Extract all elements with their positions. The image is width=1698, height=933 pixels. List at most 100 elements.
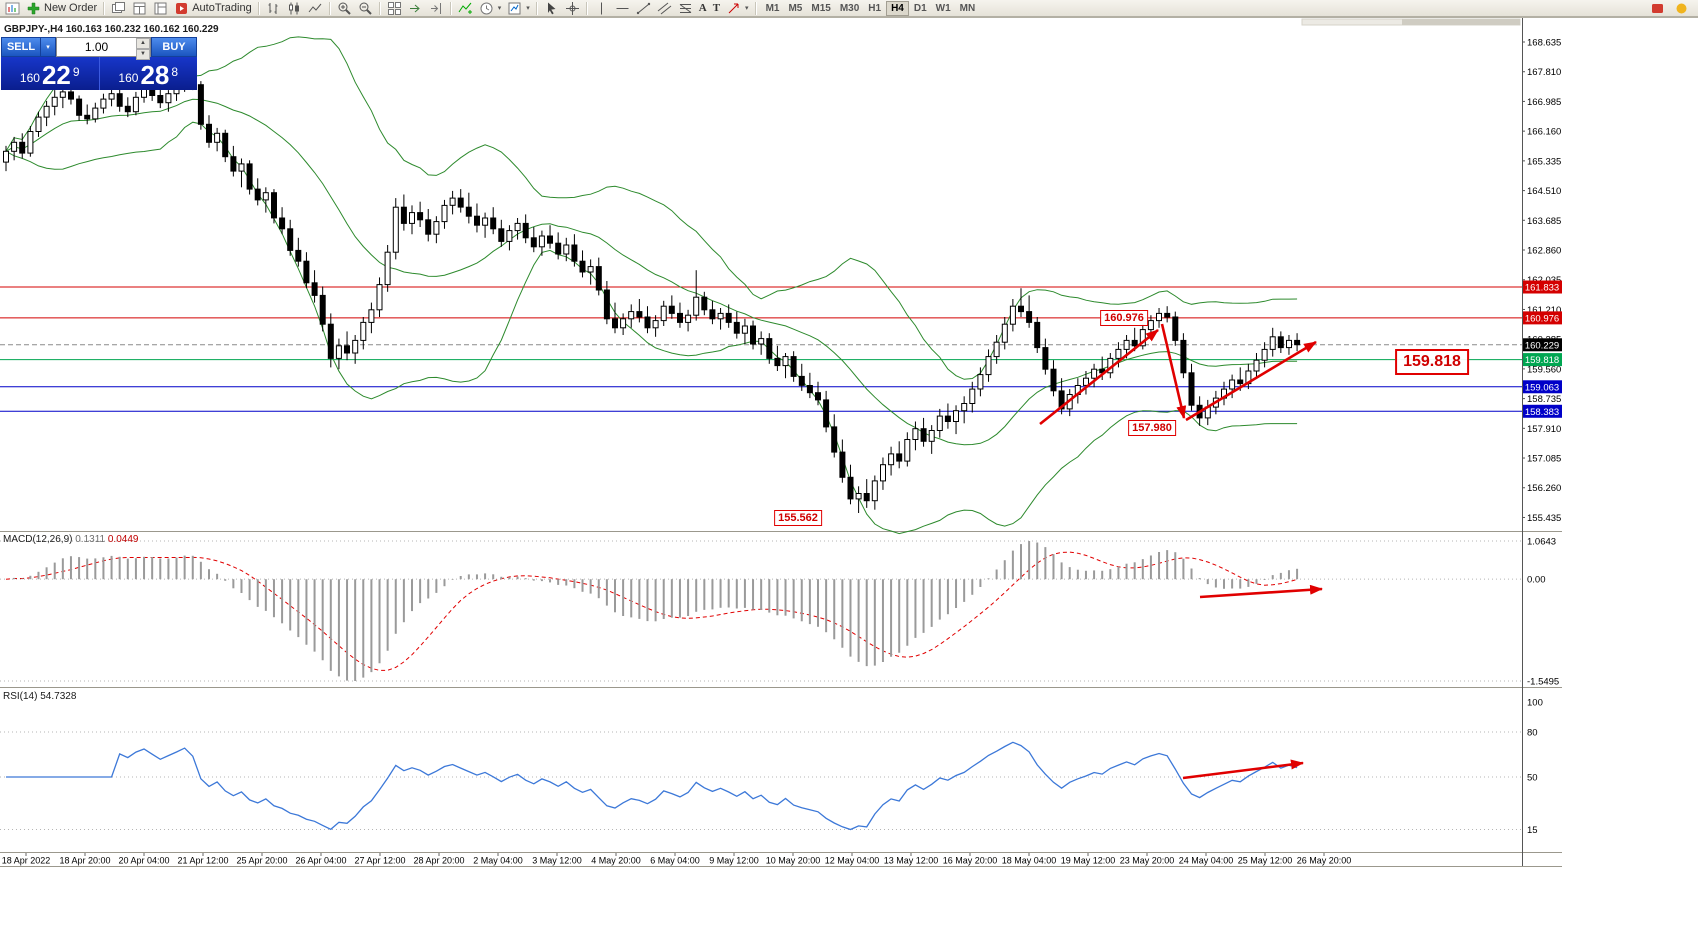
candle: [628, 311, 635, 320]
text-icon[interactable]: A: [698, 2, 707, 14]
timeframe-w1[interactable]: W1: [935, 2, 951, 14]
timeframe-m30[interactable]: M30: [839, 2, 860, 14]
order-options-caret[interactable]: ▾: [41, 37, 56, 57]
timeframe-m1[interactable]: M1: [765, 2, 780, 14]
tile-windows-icon[interactable]: [384, 1, 405, 16]
sell-price-button[interactable]: 160 22 9: [1, 57, 100, 90]
rsi-header: RSI(14) 54.7328: [3, 691, 76, 702]
svg-text:159.560: 159.560: [1527, 364, 1561, 375]
sell-point: 9: [72, 65, 80, 79]
svg-text:156.260: 156.260: [1527, 483, 1561, 494]
candle: [409, 212, 415, 224]
candle: [1123, 339, 1130, 350]
line-chart-icon[interactable]: [305, 1, 326, 16]
chart-window-icon[interactable]: [2, 1, 23, 16]
candle: [344, 345, 350, 354]
candle: [636, 311, 643, 318]
time-label: 27 Apr 12:00: [354, 856, 405, 866]
svg-text:164.510: 164.510: [1527, 186, 1561, 197]
chart-frame: [0, 17, 1698, 867]
candle: [506, 230, 513, 242]
candle: [1091, 368, 1098, 379]
svg-text:161.210: 161.210: [1527, 305, 1561, 316]
bar-chart-icon[interactable]: [263, 1, 284, 16]
macd-panel: 1.0643 0.00 -1.5495: [0, 537, 1559, 688]
toolbar-right-icon-yellow[interactable]: [1671, 1, 1692, 16]
candle: [912, 428, 919, 441]
candle: [595, 266, 602, 291]
volume-input[interactable]: [57, 38, 136, 56]
candle: [1115, 348, 1122, 359]
candle: [717, 312, 724, 320]
channel-icon[interactable]: [654, 1, 675, 16]
timeframe-h1[interactable]: H1: [868, 2, 882, 14]
timeframe-m15[interactable]: M15: [811, 2, 831, 14]
candle: [1237, 379, 1244, 385]
time-label: 2 May 04:00: [473, 856, 523, 866]
fibonacci-icon[interactable]: [675, 1, 696, 16]
data-window-icon[interactable]: [129, 1, 150, 16]
buy-price-button[interactable]: 160 28 8: [100, 57, 198, 90]
rsi-line: [6, 741, 1298, 831]
toolbar-right-icon-red[interactable]: [1647, 1, 1668, 16]
timeframe-h4[interactable]: H4: [886, 0, 909, 16]
timeframe-toolbar: M1 M5 M15 M30 H1 H4 D1 W1 MN: [762, 0, 980, 16]
cursor-icon[interactable]: [541, 1, 562, 16]
time-label: 23 May 20:00: [1120, 856, 1175, 866]
market-watch-icon[interactable]: [108, 1, 129, 16]
autotrading-button[interactable]: AutoTrading: [171, 1, 255, 16]
periods-icon[interactable]: ▾: [476, 1, 505, 16]
candle: [76, 98, 83, 116]
candle: [157, 95, 164, 104]
timeframe-d1[interactable]: D1: [913, 2, 927, 14]
macd-value-signal: 0.0449: [107, 534, 139, 545]
timeframe-m5[interactable]: M5: [788, 2, 803, 14]
chart-hscrollbar[interactable]: [1301, 18, 1521, 26]
trend-arrow: [1160, 323, 1187, 419]
horizontal-line-icon[interactable]: [612, 1, 633, 16]
volume-up-icon[interactable]: ▲: [136, 38, 150, 49]
new-order-button[interactable]: New Order: [23, 1, 100, 16]
templates-icon[interactable]: ▾: [504, 1, 533, 16]
buy-button[interactable]: BUY: [151, 37, 197, 57]
price-annotation-155562: 155.562: [774, 510, 822, 526]
candle: [660, 305, 667, 322]
trend-arrow: [1185, 340, 1317, 422]
timeframe-mn[interactable]: MN: [959, 2, 976, 14]
bollinger-bands: [5, 36, 1298, 535]
chart-shift-icon[interactable]: [426, 1, 447, 16]
navigator-icon[interactable]: [150, 1, 171, 16]
candle: [1188, 372, 1195, 406]
zoom-out-icon[interactable]: [355, 1, 376, 16]
vertical-line-icon[interactable]: [591, 1, 612, 16]
svg-text:0.00: 0.00: [1527, 575, 1546, 586]
zoom-in-icon[interactable]: [334, 1, 355, 16]
candle: [425, 219, 432, 235]
candle: [3, 150, 9, 163]
buy-big-figure: 160: [118, 71, 139, 85]
volume-down-icon[interactable]: ▼: [136, 49, 150, 60]
candle: [709, 309, 716, 320]
chart-title: GBPJPY-,H4 160.163 160.232 160.162 160.2…: [4, 24, 219, 35]
label-icon[interactable]: T: [712, 2, 721, 14]
chevron-down-icon: ▾: [497, 5, 502, 12]
candle: [563, 244, 570, 255]
candle: [620, 318, 627, 329]
toolbar-separator: [328, 1, 331, 15]
sell-button[interactable]: SELL: [1, 37, 41, 57]
candle: [197, 84, 204, 125]
time-label: 18 Apr 2022: [2, 856, 51, 866]
auto-scroll-icon[interactable]: [405, 1, 426, 16]
trendline-icon[interactable]: [633, 1, 654, 16]
candle: [977, 374, 984, 390]
candle: [855, 493, 862, 500]
indicators-icon[interactable]: [455, 1, 476, 16]
arrows-icon[interactable]: ▾: [723, 1, 752, 16]
candlestick-chart-icon[interactable]: [284, 1, 305, 16]
candle: [1261, 348, 1268, 361]
candle: [59, 91, 66, 98]
time-label: 21 Apr 12:00: [177, 856, 228, 866]
time-label: 12 May 04:00: [825, 856, 880, 866]
crosshair-icon[interactable]: [562, 1, 583, 16]
